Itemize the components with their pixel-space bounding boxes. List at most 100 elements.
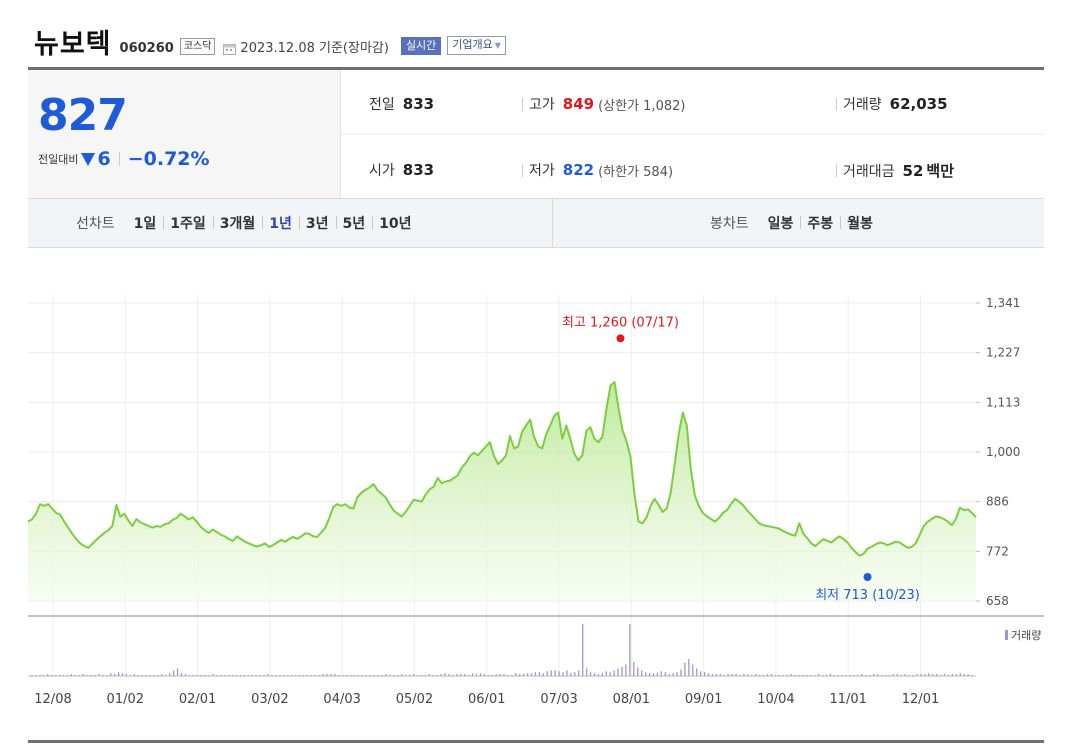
volume-bar — [271, 675, 273, 676]
volume-bar — [408, 675, 411, 676]
volume-bar — [483, 674, 486, 676]
volume-bar — [342, 675, 344, 676]
volume-bar — [235, 675, 238, 676]
volume-legend-label: 거래량 — [1011, 629, 1041, 642]
volume-bar — [696, 668, 698, 676]
volume-bar — [460, 674, 462, 676]
x-tick-label: 09/01 — [685, 692, 722, 707]
tab-3y[interactable]: 3년 — [298, 213, 336, 233]
volume-bar — [719, 674, 721, 676]
volume-bar — [511, 675, 513, 676]
tab-5y[interactable]: 5년 — [335, 213, 373, 233]
volume-bar — [54, 675, 57, 676]
volume-bar — [294, 675, 297, 676]
volume-bar — [137, 675, 139, 676]
volume-bar — [365, 675, 368, 676]
volume-bar — [334, 674, 336, 676]
volume-bar — [538, 672, 541, 676]
volume-bar — [491, 675, 493, 676]
volume-bar — [184, 674, 187, 676]
open-label: 시가 — [369, 163, 395, 179]
tab-1d[interactable]: 1일 — [133, 216, 157, 232]
volume-bar — [98, 674, 100, 676]
volume-bar — [165, 675, 167, 676]
volume-bar — [597, 674, 600, 676]
stock-header: 뉴보텍 060260 코스닥 2023.12.08 기준(장마감) 실시간 기업… — [34, 22, 1044, 62]
volume-bar — [790, 674, 792, 676]
volume-bar — [310, 675, 312, 676]
volume-bar — [759, 675, 761, 676]
volume-bar — [703, 672, 706, 676]
volume-bar — [145, 675, 147, 676]
volume-bar — [121, 673, 124, 676]
volume-bar — [31, 675, 33, 676]
header-divider — [28, 67, 1044, 70]
x-tick-label: 08/01 — [613, 692, 650, 707]
volume-bar — [782, 675, 784, 676]
volume-bar — [523, 674, 525, 676]
volume-bar — [778, 675, 780, 676]
volume-bar — [318, 675, 320, 676]
tab-weekly[interactable]: 주봉 — [800, 213, 840, 233]
trade-amount: 거래대금 52 백만 — [836, 160, 954, 181]
volume-bar — [200, 675, 202, 676]
volume-bar — [609, 672, 611, 676]
volume-bar — [180, 673, 183, 676]
tab-1y[interactable]: 1년 — [262, 213, 299, 233]
volume-bar — [955, 674, 957, 676]
tab-1w[interactable]: 1주일 — [163, 213, 213, 233]
volume-bar — [652, 673, 655, 676]
volume-bar — [810, 675, 812, 676]
volume-bar — [464, 674, 466, 676]
volume-bar — [908, 675, 910, 676]
base-date: 2023.12.08 기준(장마감) — [240, 41, 389, 56]
volume-bar — [377, 675, 379, 676]
volume-bar — [117, 672, 120, 676]
volume-bar — [74, 675, 76, 676]
volume-bar — [519, 674, 521, 676]
volume-bar — [224, 675, 226, 676]
company-overview-button[interactable]: 기업개요 ▼ — [447, 36, 506, 55]
volume-bar — [660, 671, 662, 676]
volume-bar — [70, 674, 73, 676]
volume-bar — [283, 675, 285, 676]
volume-bar — [747, 674, 749, 676]
volume-bar — [794, 675, 796, 676]
volume-bar — [255, 675, 257, 676]
tab-3m[interactable]: 3개월 — [212, 213, 263, 233]
volume-bar — [78, 675, 80, 676]
volume-bar — [723, 675, 725, 676]
volume-bar — [892, 674, 895, 676]
volume-bar — [330, 674, 332, 676]
y-tick-label: 1,227 — [986, 346, 1020, 360]
volume-bar — [963, 674, 965, 676]
high-annotation: 최고 1,260 (07/17) — [562, 315, 679, 330]
volume-bar — [424, 675, 427, 676]
volume-bar — [530, 673, 533, 676]
change-rate: −0.72% — [127, 148, 210, 170]
tab-daily[interactable]: 일봉 — [767, 216, 794, 232]
volume-bar — [503, 674, 505, 676]
volume-bar — [35, 675, 37, 676]
tab-monthly[interactable]: 월봉 — [840, 213, 880, 233]
volume-bar — [920, 674, 922, 676]
volume-bar — [853, 675, 855, 676]
market-badge: 코스닥 — [179, 38, 216, 55]
candle-chart-label: 봉차트 — [710, 216, 749, 232]
volume-bar — [373, 675, 375, 676]
tab-10y[interactable]: 10년 — [372, 213, 418, 233]
volume-bar — [825, 675, 828, 676]
high-label: 고가 — [529, 97, 555, 113]
volume-bar — [389, 675, 391, 676]
volume-bar — [967, 674, 969, 676]
volume-bar — [357, 675, 360, 676]
realtime-button[interactable]: 실시간 — [400, 37, 442, 55]
volume-bar — [314, 675, 316, 676]
x-tick-label: 12/01 — [902, 692, 939, 707]
volume-bar — [912, 675, 914, 676]
volume-bar — [629, 624, 631, 676]
volume-bar — [585, 668, 588, 676]
volume-bar — [82, 674, 84, 676]
volume-bar — [440, 674, 442, 676]
amount-value: 52 — [902, 161, 924, 180]
